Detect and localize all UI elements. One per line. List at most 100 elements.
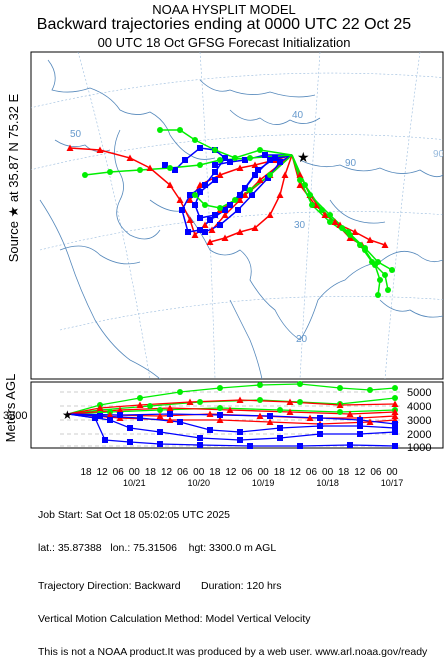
trajectory-marker <box>232 197 238 203</box>
trajectory-marker <box>321 211 329 218</box>
trajectory-marker <box>367 387 373 393</box>
trajectory-marker <box>216 416 224 423</box>
hour-tick: 00 <box>258 467 270 478</box>
trajectory-marker <box>392 443 398 449</box>
hour-tick: 12 <box>161 467 173 478</box>
trajectory-marker <box>212 212 218 218</box>
trajectory-marker <box>357 417 363 423</box>
trajectory-marker <box>389 267 395 273</box>
trajectory-marker <box>241 191 249 198</box>
lat-label-40: 40 <box>292 110 304 121</box>
date-tick-labels: 10/21 10/20 10/19 10/18 10/17 <box>123 478 403 488</box>
trajectory-marker <box>156 412 164 419</box>
trajectory-marker <box>197 442 203 448</box>
trajectory-marker <box>179 207 185 213</box>
trajectory-marker <box>177 419 183 425</box>
trajectory-marker <box>236 164 244 171</box>
trajectory-marker <box>126 154 134 161</box>
trajectory-marker <box>222 207 228 213</box>
hour-tick: 06 <box>113 467 125 478</box>
vertical-blue-1 <box>67 413 396 447</box>
trajectory-marker <box>236 396 244 403</box>
trajectory-marker <box>296 181 304 188</box>
trajectory-marker <box>217 157 223 163</box>
trajectory-marker <box>212 147 218 153</box>
date-tick: 10/17 <box>381 478 404 488</box>
trajectory-marker <box>207 427 213 433</box>
lon-label-50: 50 <box>70 129 82 140</box>
trajectory-marker <box>267 413 273 419</box>
green-trajectory-3 <box>160 129 293 159</box>
trajectory-marker <box>186 216 194 223</box>
date-tick: 10/21 <box>123 478 146 488</box>
trajectory-marker <box>257 147 263 153</box>
trajectory-marker <box>235 207 241 213</box>
trajectory-marker <box>297 399 303 405</box>
hour-tick: 06 <box>177 467 189 478</box>
trajectory-marker <box>266 418 274 425</box>
red-trajectory-3 <box>209 154 293 243</box>
trajectory-marker <box>197 145 203 151</box>
trajectory-marker <box>302 182 308 188</box>
trajectory-marker <box>337 385 343 391</box>
trajectory-marker <box>327 219 333 225</box>
trajectory-marker <box>247 187 253 193</box>
trajectory-marker <box>176 196 184 203</box>
trajectory-marker <box>106 411 114 418</box>
trajectory-marker <box>206 410 214 417</box>
trajectory-marker <box>251 161 259 168</box>
trajectory-marker <box>208 226 216 233</box>
red-trajectory-1 <box>69 147 293 237</box>
vertical-method: Vertical Motion Calculation Method: Mode… <box>38 613 311 625</box>
trajectory-marker <box>127 425 133 431</box>
trajectory-marker <box>202 229 208 235</box>
trajectory-marker <box>197 162 203 168</box>
trajectory-marker <box>392 385 398 391</box>
trajectory-marker <box>237 192 243 198</box>
trajectory-marker <box>252 172 258 178</box>
trajectory-marker <box>267 157 273 163</box>
trajectory-marker <box>192 192 198 198</box>
trajectory-direction: Trajectory Direction: Backward Duration:… <box>38 580 282 592</box>
trajectory-marker <box>222 155 228 161</box>
lat-label-20: 20 <box>296 334 308 345</box>
trajectory-marker <box>221 234 229 241</box>
trajectory-marker <box>212 162 218 168</box>
trajectory-marker <box>186 196 194 203</box>
hour-tick: 18 <box>338 467 350 478</box>
trajectory-marker <box>277 425 283 431</box>
trajectory-marker <box>277 435 283 441</box>
date-tick: 10/18 <box>316 478 339 488</box>
trajectory-marker <box>162 162 168 168</box>
trajectory-marker <box>186 398 194 405</box>
trajectory-marker <box>185 229 191 235</box>
trajectory-markers <box>66 127 395 298</box>
trajectory-marker <box>382 272 388 278</box>
trajectory-marker <box>177 389 183 395</box>
model-title: NOAA HYSPLIT MODEL <box>152 2 296 17</box>
trajectory-marker <box>237 437 243 443</box>
trajectory-marker <box>197 435 203 441</box>
trajectory-marker <box>212 177 218 183</box>
trajectory-marker <box>266 211 274 218</box>
height-tick: 2000 <box>407 429 431 441</box>
trajectory-marker <box>357 242 363 248</box>
vertical-markers <box>92 381 399 449</box>
trajectory-marker <box>277 159 283 165</box>
trajectory-marker <box>357 431 363 437</box>
trajectory-marker <box>327 212 333 218</box>
trajectory-marker <box>196 181 204 188</box>
graticule <box>31 52 443 379</box>
trajectory-marker <box>202 182 208 188</box>
trajectory-marker <box>197 227 203 233</box>
trajectory-marker <box>107 417 113 423</box>
trajectory-marker <box>392 429 398 435</box>
trajectory-marker <box>256 176 264 183</box>
map-frame <box>30 51 444 380</box>
trajectory-marker <box>157 127 163 133</box>
trajectory-marker <box>337 409 343 415</box>
hour-tick: 18 <box>209 467 221 478</box>
trajectory-marker <box>212 169 218 175</box>
page-title: Backward trajectories ending at 0000 UTC… <box>36 16 412 33</box>
coastlines <box>39 59 443 379</box>
